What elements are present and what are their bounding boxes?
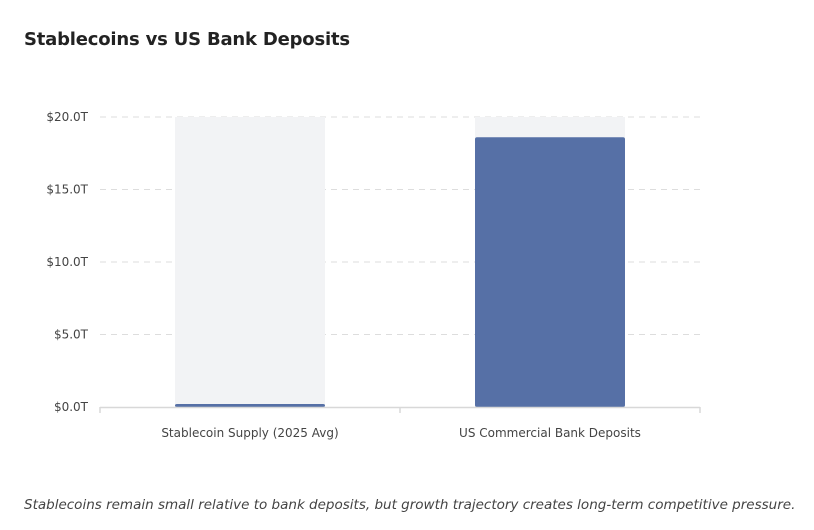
bars xyxy=(175,137,625,408)
bar xyxy=(175,404,325,407)
x-tick-label: US Commercial Bank Deposits xyxy=(459,426,641,440)
chart-caption: Stablecoins remain small relative to ban… xyxy=(24,497,796,513)
y-axis-tick-labels: $0.0T $5.0T $10.0T $15.0T $20.0T xyxy=(46,110,88,414)
y-tick-label: $5.0T xyxy=(54,328,89,342)
y-tick-label: $0.0T xyxy=(54,400,89,414)
y-tick-label: $20.0T xyxy=(46,110,88,124)
y-tick-label: $10.0T xyxy=(46,255,88,269)
bar-chart: $0.0T $5.0T $10.0T $15.0T $20.0T Stablecoin … xyxy=(46,110,701,440)
bar-background xyxy=(175,117,325,407)
x-axis-tick-labels: Stablecoin Supply (2025 Avg) US Commercia… xyxy=(161,426,641,440)
bar xyxy=(475,137,625,408)
x-tick-label: Stablecoin Supply (2025 Avg) xyxy=(161,426,338,440)
x-axis xyxy=(99,406,701,413)
y-tick-label: $15.0T xyxy=(46,183,88,197)
chart-title: Stablecoins vs US Bank Deposits xyxy=(24,29,350,50)
